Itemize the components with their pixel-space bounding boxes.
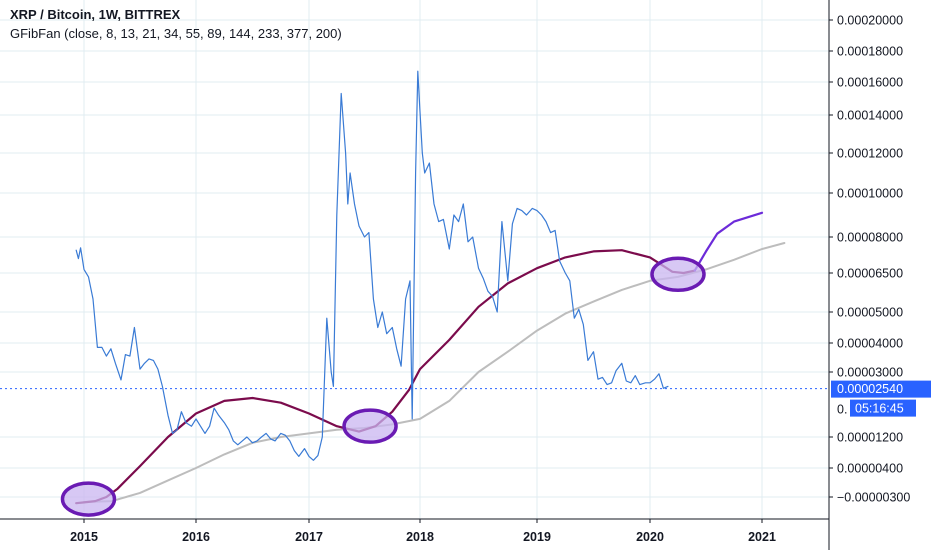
highlight-ellipse [342,408,398,444]
y-tick-label: 0.00000400 [837,462,903,476]
y-tick-label: 0.00001200 [837,431,903,445]
highlight-ellipse [60,481,117,517]
highlight-layer [60,256,706,517]
y-tick-label: 0.00016000 [837,76,903,90]
y-tick-label: 0.00005000 [837,306,903,320]
y-tick-label: −0.00000300 [837,491,910,505]
y-tick-label: 0.00008000 [837,231,903,245]
fib-fan-layer [75,211,786,505]
y-tick-label: 0.00014000 [837,109,903,123]
y-tick-label: 0.00010000 [837,187,903,201]
x-tick-label: 2015 [70,530,98,544]
indicator-label: GFibFan (close, 8, 13, 21, 34, 55, 89, 1… [10,26,342,41]
y-tick-label: 0.00020000 [837,14,903,28]
price-layer [75,70,669,461]
fib-projection-line [693,211,764,272]
x-tick-label: 2018 [406,530,434,544]
x-tick-label: 2016 [182,530,210,544]
partial-axis-label: 0. [837,403,847,417]
x-tick-label: 2019 [523,530,551,544]
x-tick-label: 2021 [748,530,776,544]
chart-title: XRP / Bitcoin, 1W, BITTREX [10,7,181,22]
countdown-label: 05:16:45 [855,402,904,416]
countdown-badge [850,399,916,417]
highlight-ellipse [650,256,706,293]
fib-fast-line [75,249,696,505]
y-tick-label: 0.00018000 [837,45,903,59]
x-tick-label: 2020 [636,530,664,544]
current-price-badge [831,380,931,398]
current-price-label: 0.00002540 [837,382,903,396]
y-tick-label: 0.00004000 [837,337,903,351]
price-line [75,70,669,461]
y-tick-label: 0.00003000 [837,366,903,380]
x-tick-label: 2017 [295,530,323,544]
y-tick-label: 0.00006500 [837,267,903,281]
y-tick-label: 0.00012000 [837,147,903,161]
